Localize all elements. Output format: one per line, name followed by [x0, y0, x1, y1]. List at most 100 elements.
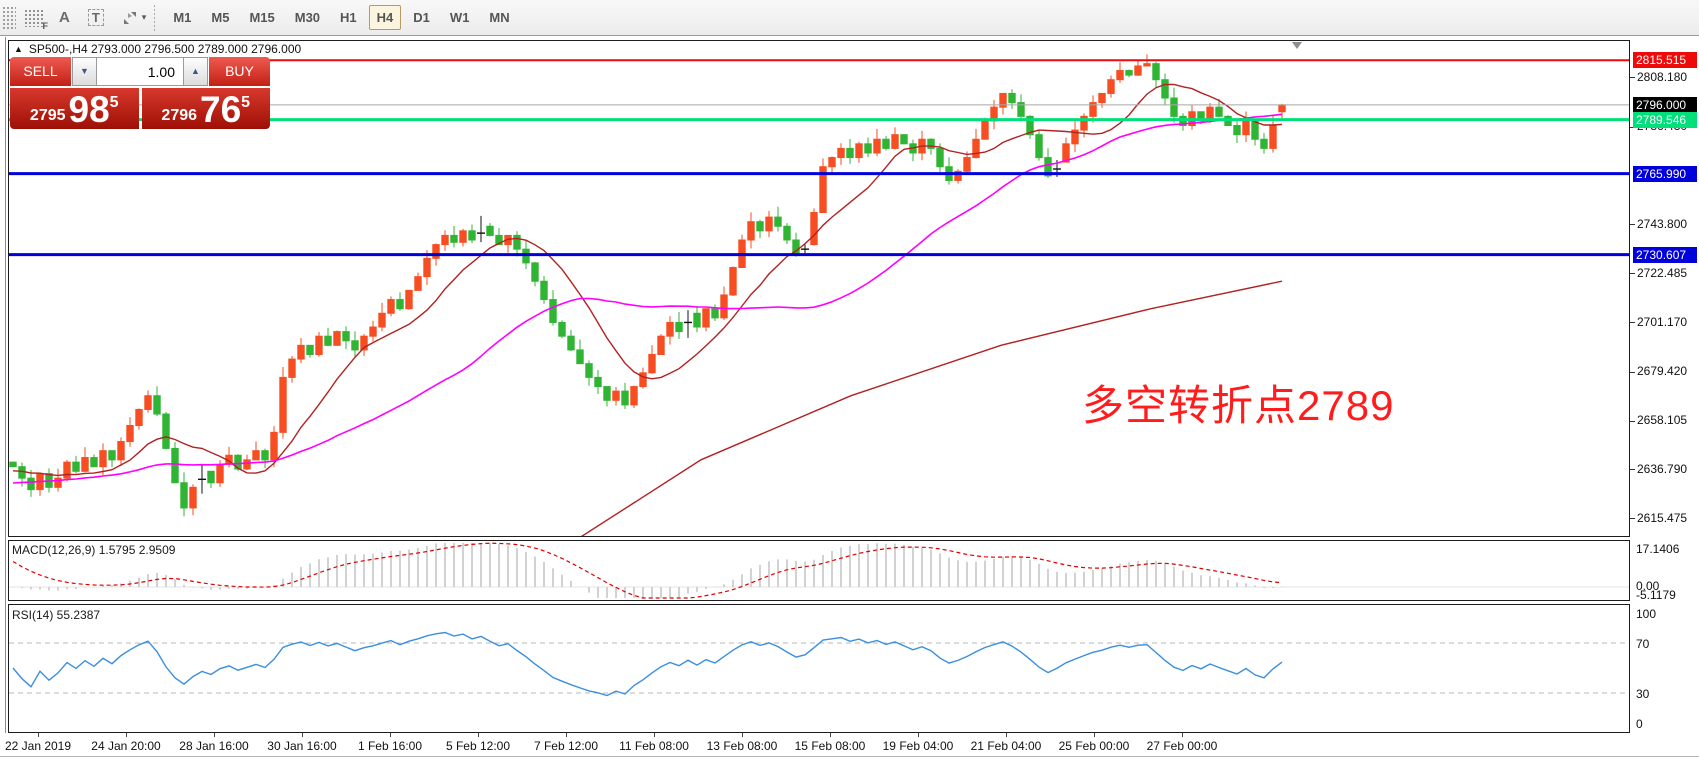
- timeframe-button-mn[interactable]: MN: [489, 10, 510, 25]
- rsi-axis-label: 0: [1636, 717, 1643, 731]
- sell-button[interactable]: SELL: [10, 57, 72, 86]
- price-axis-tick: [1630, 273, 1635, 275]
- price-axis-label: 2743.800: [1637, 216, 1688, 231]
- buy-price-display[interactable]: 2796 76 5: [141, 88, 270, 130]
- buy-price-sup: 5: [241, 94, 251, 111]
- time-axis-label: 27 Feb 00:00: [1146, 739, 1218, 753]
- time-axis-tick: [390, 733, 391, 737]
- time-axis-tick: [302, 733, 303, 737]
- volume-decrease-button[interactable]: ▼: [72, 57, 97, 86]
- price-axis-tick: [1630, 322, 1635, 324]
- time-axis-tick: [478, 733, 479, 737]
- time-axis-label: 22 Jan 2019: [4, 739, 72, 753]
- candlestick-chart: [9, 54, 1629, 536]
- price-axis-tick: [1630, 518, 1635, 520]
- arrows-tool-icon[interactable]: [122, 10, 138, 26]
- text-label-icon[interactable]: A: [59, 9, 70, 26]
- macd-label: MACD(12,26,9) 1.5795 2.9509: [12, 543, 176, 557]
- price-axis-label: 2679.420: [1637, 364, 1688, 379]
- price-axis-label: 2701.170: [1637, 314, 1688, 329]
- price-axis-label: 2636.790: [1637, 461, 1688, 476]
- chart-shift-marker-icon[interactable]: [1292, 42, 1302, 49]
- chart-ohlc-text: SP500-,H4 2793.000 2796.500 2789.000 279…: [28, 42, 302, 56]
- time-axis-label: 5 Feb 12:00: [445, 739, 511, 753]
- price-badge-blue: 2730.607: [1633, 246, 1697, 263]
- timeframe-button-w1[interactable]: W1: [449, 10, 470, 25]
- price-badge-green: 2789.546: [1633, 111, 1697, 128]
- text-box-icon[interactable]: T: [87, 9, 104, 26]
- time-axis-tick: [1182, 733, 1183, 737]
- window-left-edge: [5, 37, 6, 755]
- price-badge-black: 2796.000: [1633, 96, 1697, 113]
- price-axis-label: 2658.105: [1637, 413, 1688, 428]
- time-axis-tick: [830, 733, 831, 737]
- time-axis-tick: [1094, 733, 1095, 737]
- time-axis-tick: [566, 733, 567, 737]
- price-axis-label: 2722.485: [1637, 265, 1688, 280]
- timeframe-button-m30[interactable]: M30: [294, 10, 321, 25]
- time-axis-tick: [1006, 733, 1007, 737]
- time-axis-label: 15 Feb 08:00: [794, 739, 866, 753]
- price-chart-panel[interactable]: [8, 40, 1630, 537]
- buy-price-small: 2796: [161, 107, 198, 124]
- buy-button[interactable]: BUY: [208, 57, 270, 86]
- rsi-label: RSI(14) 55.2387: [12, 608, 101, 622]
- sell-price-sup: 5: [109, 94, 119, 111]
- volume-increase-button[interactable]: ▲: [183, 57, 208, 86]
- sell-price-small: 2795: [29, 107, 66, 124]
- price-axis-tick: [1630, 371, 1635, 373]
- time-axis-tick: [38, 733, 39, 737]
- toolbar-separator: [154, 4, 156, 31]
- price-axis-tick: [1630, 420, 1635, 422]
- chart-ohlc-header: ▲ SP500-,H4 2793.000 2796.500 2789.000 2…: [14, 42, 301, 56]
- toolbar-drag-handle[interactable]: [2, 5, 16, 30]
- price-axis-tick: [1630, 77, 1635, 78]
- rsi-axis-label: 70: [1636, 637, 1650, 651]
- time-axis-label: 7 Feb 12:00: [533, 739, 599, 753]
- time-axis-label: 11 Feb 08:00: [619, 739, 689, 753]
- price-axis-label: 2808.180: [1637, 69, 1688, 84]
- price-badge-red: 2815.515: [1633, 52, 1697, 69]
- timeframe-buttons: M1 M5 M15 M30 H1 H4 D1 W1 MN: [163, 5, 519, 30]
- time-axis-tick: [918, 733, 919, 737]
- rsi-axis-label: 100: [1636, 607, 1657, 621]
- time-axis-label: 1 Feb 16:00: [357, 739, 423, 753]
- time-axis-tick: [214, 733, 215, 737]
- macd-chart: [9, 542, 1629, 599]
- price-axis-tick: [1630, 469, 1635, 471]
- macd-indicator-panel[interactable]: [8, 540, 1630, 601]
- time-axis-label: 21 Feb 04:00: [970, 739, 1042, 753]
- buy-price-big: 76: [200, 89, 242, 130]
- price-axis-tick: [1630, 126, 1635, 128]
- timeframe-button-m1[interactable]: M1: [173, 10, 192, 25]
- macd-axis-label: 0.00: [1636, 579, 1660, 593]
- time-axis-tick: [126, 733, 127, 737]
- time-axis-label: 28 Jan 16:00: [179, 739, 249, 753]
- time-axis-label: 24 Jan 20:00: [91, 739, 161, 753]
- time-axis-label: 19 Feb 04:00: [882, 739, 954, 753]
- time-axis[interactable]: 22 Jan 2019 24 Jan 20:00 28 Jan 16:00 30 Ja…: [0, 733, 1699, 756]
- time-axis-tick: [654, 733, 655, 737]
- one-click-trading-widget: SELL ▼ ▲ BUY 2795 98 5 2796 76 5: [10, 57, 270, 129]
- price-axis-tick: [1630, 224, 1635, 226]
- timeframe-button-d1[interactable]: D1: [413, 10, 430, 25]
- price-axis-label: 2615.475: [1637, 510, 1688, 525]
- chart-text-annotation: 多空转折点2789: [1082, 382, 1395, 429]
- timeframe-button-m5[interactable]: M5: [211, 10, 230, 25]
- timeframe-button-m15[interactable]: M15: [249, 10, 275, 25]
- rsi-indicator-panel[interactable]: [8, 604, 1630, 733]
- macd-axis-label: 17.1406: [1636, 542, 1680, 556]
- timeframe-button-h4[interactable]: H4: [368, 5, 402, 30]
- sell-price-display[interactable]: 2795 98 5: [10, 88, 139, 129]
- timeframe-button-h1[interactable]: H1: [340, 10, 357, 25]
- rsi-chart: [9, 631, 1629, 697]
- grid-properties-icon[interactable]: F: [24, 8, 48, 31]
- arrows-dropdown-caret[interactable]: ▾: [141, 12, 147, 22]
- price-badge-blue: 2765.990: [1633, 165, 1697, 182]
- move-arrows-icon: [123, 11, 136, 24]
- time-axis-label: 30 Jan 16:00: [267, 739, 337, 753]
- collapse-triangle-icon[interactable]: ▲: [14, 44, 23, 54]
- top-toolbar: F A T ▾ M1 M5 M15 M30 H1 H4 D1 W1 MN: [0, 0, 1699, 36]
- volume-input[interactable]: [97, 57, 183, 86]
